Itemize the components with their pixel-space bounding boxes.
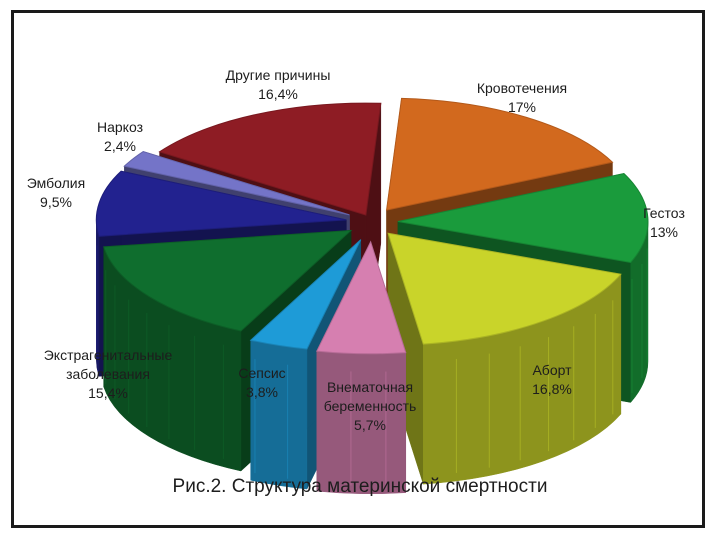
slice-7-top [123, 151, 350, 216]
pie-labels: Кровотечения 17% Гестоз 13% Аборт 16,8% Внемат… [27, 67, 685, 433]
slice-0-value-label: 17% [508, 99, 536, 115]
slice-6-label: Эмболия [27, 175, 85, 191]
slice-3-value-label: 5,7% [354, 417, 386, 433]
slice-5-label: Экстрагенитальные [44, 347, 173, 363]
slice-5-value-label: 15,4% [88, 385, 128, 401]
slice-6-value-label: 9,5% [40, 194, 72, 210]
slice-8-value-label: 16,4% [258, 86, 298, 102]
slice-7-value-label: 2,4% [104, 138, 136, 154]
slice-4-side-0 [250, 339, 308, 490]
slice-2-value-label: 16,8% [532, 381, 572, 397]
slice-2-top [387, 232, 622, 345]
slice-4-value-label: 3,8% [246, 384, 278, 400]
slice-3-label: беременность [324, 398, 417, 414]
slice-2-label: Аборт [532, 362, 572, 378]
slice-5-label: заболевания [66, 366, 150, 382]
slice-1-value-label: 13% [650, 224, 678, 240]
slice-3-top [316, 240, 407, 355]
slice-5-top [103, 229, 353, 332]
slice-0-label: Кровотечения [477, 80, 567, 96]
slice-8-label: Другие причины [226, 67, 331, 83]
slice-0-top [385, 97, 614, 211]
slice-6-top [95, 170, 347, 237]
pie-tops [95, 97, 649, 355]
slice-1-top [397, 172, 649, 263]
slice-3-label: Внематочная [327, 379, 413, 395]
slice-4-label: Сепсис [238, 365, 285, 381]
slice-1-label: Гестоз [643, 205, 685, 221]
slice-4-top [249, 239, 362, 350]
slice-8-top [158, 102, 382, 216]
figure-caption: Рис.2. Структура материнской смертности [172, 476, 548, 497]
slice-7-label: Наркоз [97, 119, 143, 135]
